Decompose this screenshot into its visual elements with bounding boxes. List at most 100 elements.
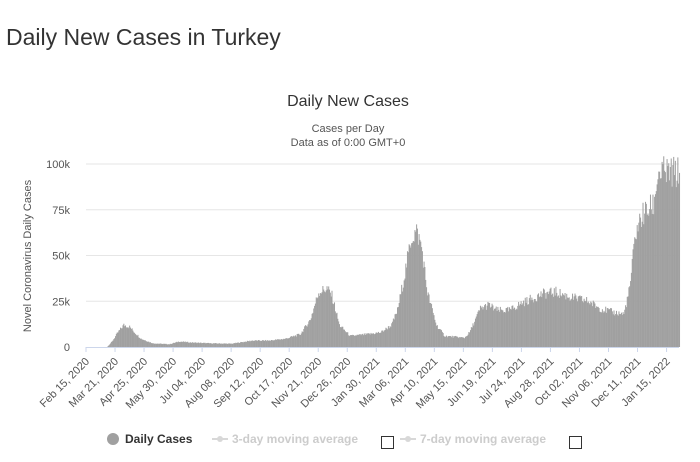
daily-cases-bar[interactable] <box>539 296 541 347</box>
daily-cases-bar[interactable] <box>270 340 272 347</box>
daily-cases-bar[interactable] <box>616 314 618 347</box>
daily-cases-bar[interactable] <box>508 311 510 347</box>
daily-cases-bar[interactable] <box>676 180 678 347</box>
daily-cases-bar[interactable] <box>330 296 332 347</box>
daily-cases-bar[interactable] <box>506 307 508 347</box>
daily-cases-bar[interactable] <box>231 343 233 347</box>
daily-cases-bar[interactable] <box>375 332 377 347</box>
daily-cases-bar[interactable] <box>251 340 253 347</box>
daily-cases-bar[interactable] <box>618 311 620 347</box>
daily-cases-bar[interactable] <box>670 158 672 347</box>
daily-cases-bar[interactable] <box>588 303 590 347</box>
daily-cases-bar[interactable] <box>174 342 176 347</box>
daily-cases-bar[interactable] <box>337 318 339 347</box>
daily-cases-bar[interactable] <box>158 343 160 347</box>
daily-cases-bar[interactable] <box>648 215 650 347</box>
daily-cases-bar[interactable] <box>679 172 681 347</box>
daily-cases-bar[interactable] <box>488 302 490 347</box>
daily-cases-bar[interactable] <box>318 293 320 347</box>
daily-cases-bar[interactable] <box>246 341 248 347</box>
daily-cases-bar[interactable] <box>314 303 316 347</box>
daily-cases-bar[interactable] <box>574 293 576 347</box>
daily-cases-bar[interactable] <box>367 333 370 347</box>
daily-cases-bar[interactable] <box>571 298 573 347</box>
daily-cases-bar[interactable] <box>411 243 413 347</box>
daily-cases-bar[interactable] <box>435 322 437 347</box>
daily-cases-bar[interactable] <box>201 343 203 347</box>
daily-cases-bar[interactable] <box>173 342 175 347</box>
daily-cases-bar[interactable] <box>334 311 336 347</box>
daily-cases-bar[interactable] <box>186 341 188 347</box>
daily-cases-bar[interactable] <box>440 329 442 347</box>
daily-cases-bar[interactable] <box>108 345 110 347</box>
daily-cases-bar[interactable] <box>329 292 331 347</box>
daily-cases-bar[interactable] <box>353 335 355 347</box>
daily-cases-bar[interactable] <box>221 343 223 347</box>
daily-cases-bar[interactable] <box>554 295 556 347</box>
daily-cases-bar[interactable] <box>183 341 185 347</box>
daily-cases-bar[interactable] <box>562 293 564 347</box>
daily-cases-bar[interactable] <box>109 344 111 347</box>
daily-cases-bar[interactable] <box>243 341 245 347</box>
daily-cases-bar[interactable] <box>328 286 330 347</box>
daily-cases-bar[interactable] <box>197 342 199 347</box>
daily-cases-bar[interactable] <box>338 321 340 347</box>
daily-cases-bar[interactable] <box>663 156 665 347</box>
daily-cases-bar[interactable] <box>424 267 426 347</box>
daily-cases-bar[interactable] <box>309 320 311 347</box>
daily-cases-bar[interactable] <box>621 314 623 347</box>
daily-cases-bar[interactable] <box>646 214 648 347</box>
daily-cases-bar[interactable] <box>393 319 395 347</box>
daily-cases-bar[interactable] <box>662 164 664 347</box>
daily-cases-bar[interactable] <box>294 336 296 347</box>
daily-cases-bar[interactable] <box>257 340 259 347</box>
daily-cases-bar[interactable] <box>425 279 427 347</box>
daily-cases-bar[interactable] <box>477 311 479 347</box>
daily-cases-bar[interactable] <box>351 335 353 347</box>
daily-cases-bar[interactable] <box>111 341 113 347</box>
daily-cases-bar[interactable] <box>649 194 651 347</box>
daily-cases-bar[interactable] <box>320 293 322 347</box>
daily-cases-bar[interactable] <box>175 342 177 347</box>
daily-cases-bar[interactable] <box>412 241 414 347</box>
daily-cases-bar[interactable] <box>570 299 572 347</box>
daily-cases-bar[interactable] <box>547 291 549 347</box>
daily-cases-bar[interactable] <box>564 293 566 347</box>
daily-cases-bar[interactable] <box>547 294 549 347</box>
daily-cases-bar[interactable] <box>396 313 398 347</box>
daily-cases-bar[interactable] <box>347 332 349 347</box>
daily-cases-bar[interactable] <box>560 295 562 347</box>
daily-cases-bar[interactable] <box>610 307 612 347</box>
daily-cases-bar[interactable] <box>266 340 268 347</box>
daily-cases-bar[interactable] <box>531 297 533 347</box>
daily-cases-bar[interactable] <box>558 297 560 347</box>
daily-cases-bar[interactable] <box>544 293 546 347</box>
daily-cases-bar[interactable] <box>535 301 537 347</box>
daily-cases-bar[interactable] <box>265 339 267 347</box>
daily-cases-bar[interactable] <box>234 343 236 347</box>
daily-cases-bar[interactable] <box>162 343 164 347</box>
daily-cases-bar[interactable] <box>398 302 400 347</box>
daily-cases-bar[interactable] <box>123 323 125 347</box>
daily-cases-bar[interactable] <box>275 339 277 347</box>
daily-cases-bar[interactable] <box>370 332 372 347</box>
daily-cases-bar[interactable] <box>594 303 596 347</box>
daily-cases-bar[interactable] <box>460 337 462 347</box>
daily-cases-bar[interactable] <box>226 343 229 347</box>
daily-cases-bar[interactable] <box>522 303 524 347</box>
daily-cases-bar[interactable] <box>596 306 598 347</box>
daily-cases-bar[interactable] <box>500 309 502 347</box>
daily-cases-bar[interactable] <box>270 340 272 347</box>
daily-cases-bar[interactable] <box>514 310 516 347</box>
daily-cases-bar[interactable] <box>615 314 617 347</box>
daily-cases-bar[interactable] <box>224 343 226 347</box>
daily-cases-bar[interactable] <box>601 309 603 347</box>
daily-cases-bar[interactable] <box>115 333 117 347</box>
daily-cases-bar[interactable] <box>510 309 512 348</box>
daily-cases-bar[interactable] <box>385 327 387 347</box>
daily-cases-bar[interactable] <box>495 306 497 347</box>
daily-cases-bar[interactable] <box>139 337 141 347</box>
daily-cases-bar[interactable] <box>197 342 199 347</box>
daily-cases-bar[interactable] <box>408 244 410 347</box>
daily-cases-bar[interactable] <box>584 300 586 347</box>
